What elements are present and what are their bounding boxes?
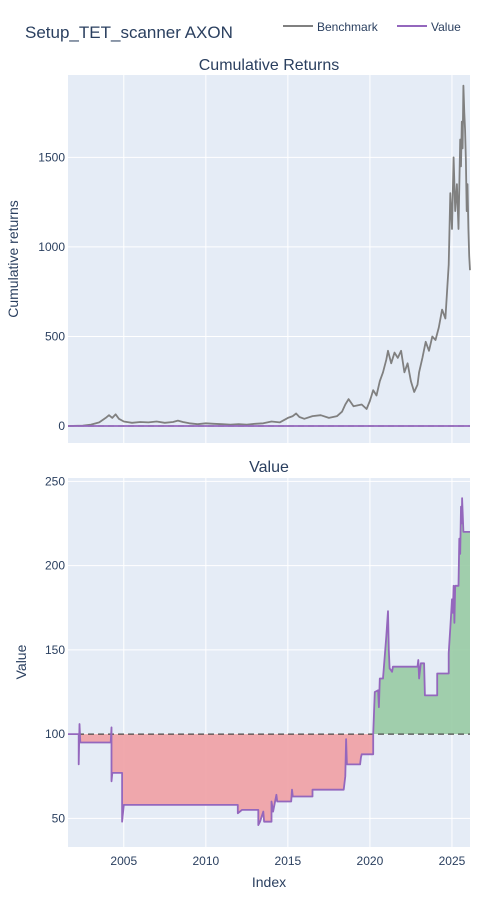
- y-tick-label: 50: [52, 811, 66, 825]
- y-axis-title-cumulative-returns: Cumulative returns: [5, 200, 21, 318]
- x-tick-label: 2015: [275, 854, 302, 868]
- legend-label-value: Value: [431, 20, 461, 34]
- y-axis-title-value: Value: [13, 644, 29, 679]
- x-tick-label: 2025: [439, 854, 466, 868]
- x-tick-label: 2020: [357, 854, 384, 868]
- panel-cumulative-returns: 0 500 1000 1500 Cumulative Returns Cumulati…: [5, 57, 471, 443]
- legend-label-benchmark: Benchmark: [317, 20, 379, 34]
- y-tick-label: 1500: [38, 150, 65, 164]
- panel-value: 50 100 150 200 250 2005 2010 2015 2020 2025 Valu…: [13, 459, 470, 890]
- legend-item-value[interactable]: Value: [397, 20, 461, 34]
- bottom-y-tick-labels: 50 100 150 200 250: [45, 474, 65, 825]
- plot-area-top: [68, 75, 470, 443]
- x-axis-title: Index: [252, 874, 286, 890]
- y-tick-label: 0: [58, 419, 65, 433]
- bottom-fill-areas: [68, 498, 470, 826]
- y-tick-label: 150: [45, 643, 65, 657]
- y-tick-label: 100: [45, 727, 65, 741]
- y-tick-label: 500: [45, 329, 65, 343]
- top-series-lines: [67, 84, 471, 427]
- x-tick-label: 2005: [110, 854, 137, 868]
- y-tick-label: 200: [45, 559, 65, 573]
- x-tick-labels: 2005 2010 2015 2020 2025: [110, 854, 465, 868]
- y-tick-label: 250: [45, 474, 65, 488]
- series-line-value: [68, 497, 470, 826]
- x-tick-label: 2010: [192, 854, 219, 868]
- subplot-title-value: Value: [249, 459, 289, 476]
- series-line-benchmark: [67, 84, 471, 427]
- subplot-title-cumulative-returns: Cumulative Returns: [199, 57, 340, 74]
- fill-above-baseline: [68, 498, 470, 735]
- fill-below-baseline: [68, 734, 470, 826]
- legend-item-benchmark[interactable]: Benchmark: [283, 20, 379, 34]
- figure-title: Setup_TET_scanner AXON: [25, 23, 233, 42]
- bottom-series-lines: [68, 497, 470, 826]
- top-gridlines: [68, 75, 470, 443]
- y-tick-label: 1000: [38, 240, 65, 254]
- top-y-tick-labels: 0 500 1000 1500: [38, 150, 65, 433]
- legend: Benchmark Value: [283, 20, 461, 34]
